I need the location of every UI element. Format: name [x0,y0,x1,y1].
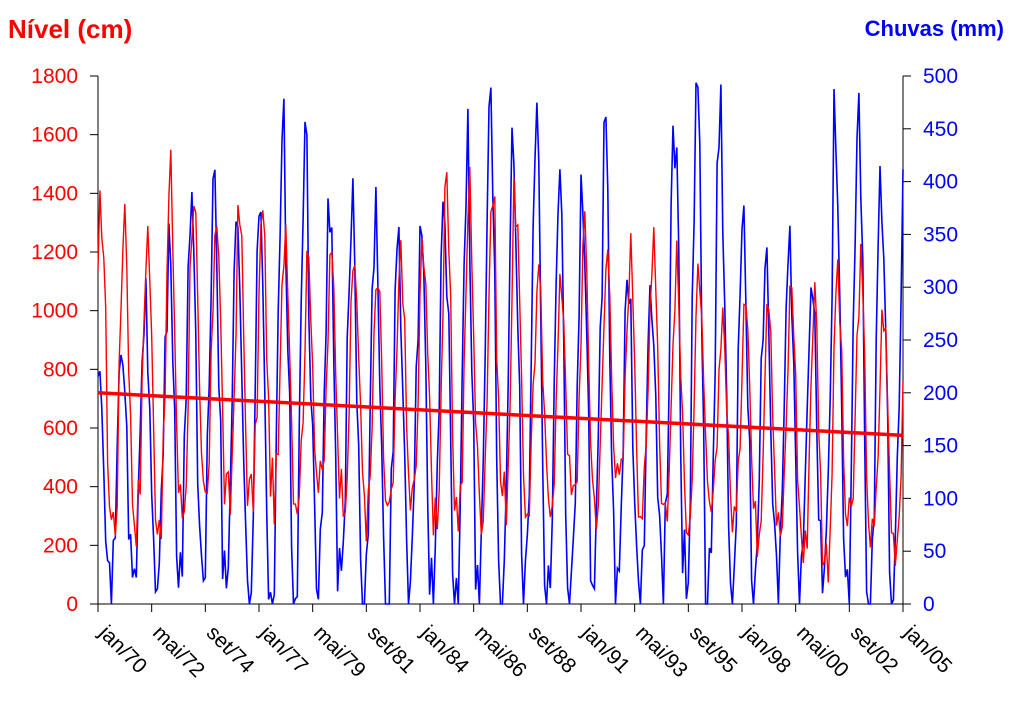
right-tick-label: 350 [923,223,958,246]
left-tick-label: 1800 [31,65,78,88]
left-tick-label: 200 [43,534,78,557]
x-tick-label: set/88 [524,621,581,678]
x-tick-label: set/81 [363,621,420,678]
right-tick-label: 450 [923,118,958,141]
x-tick-label: mai/86 [470,621,531,682]
x-tick-label: jan/05 [899,621,956,678]
x-tick-label: mai/79 [309,621,370,682]
x-tick-label: set/95 [685,621,742,678]
right-tick-label: 300 [923,276,958,299]
right-tick-label: 50 [923,540,946,563]
right-tick-label: 500 [923,65,958,88]
left-tick-label: 800 [43,358,78,381]
right-tick-label: 250 [923,329,958,352]
right-tick-label: 0 [923,593,935,616]
x-tick-label: jan/98 [738,621,795,678]
x-tick-label: jan/91 [577,621,634,678]
x-tick-label: mai/93 [631,621,692,682]
left-tick-label: 1200 [31,241,78,264]
series-line-nivel [97,149,904,583]
left-tick-label: 1400 [31,182,78,205]
left-tick-label: 1000 [31,300,78,323]
trend-line [97,391,904,438]
left-axis-title: Nível (cm) [8,14,133,44]
x-tick-label: mai/00 [792,621,853,682]
x-tick-label: jan/84 [416,621,474,679]
x-tick-label: set/02 [846,621,903,678]
left-tick-label: 0 [66,593,78,616]
left-tick-label: 400 [43,476,78,499]
right-tick-label: 200 [923,382,958,405]
x-tick-label: mai/72 [148,621,209,682]
left-tick-label: 600 [43,417,78,440]
x-tick-label: jan/70 [94,621,151,678]
right-axis-title: Chuvas (mm) [864,16,1004,41]
right-tick-label: 100 [923,487,958,510]
x-tick-label: jan/77 [255,621,312,678]
right-tick-label: 400 [923,171,958,194]
x-tick-label: set/74 [202,621,259,678]
left-tick-label: 1600 [31,124,78,147]
right-tick-label: 150 [923,435,958,458]
